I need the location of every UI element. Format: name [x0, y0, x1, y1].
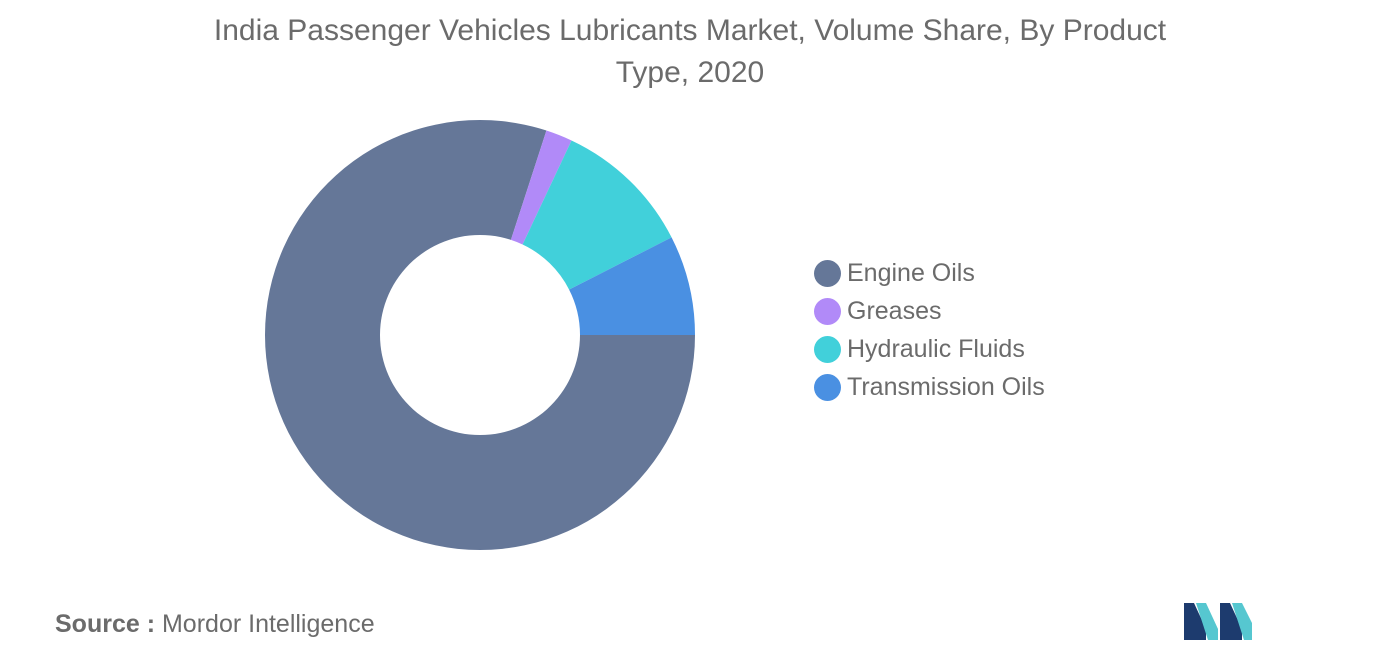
- donut-slice-transmission-oils: [569, 237, 695, 335]
- legend-item-hydraulic-fluids: Hydraulic Fluids: [814, 330, 1045, 368]
- legend-label: Hydraulic Fluids: [847, 334, 1025, 363]
- logo-stroke-2: [1196, 603, 1218, 640]
- legend-item-engine-oils: Engine Oils: [814, 254, 1045, 292]
- logo-stroke-1: [1184, 603, 1206, 640]
- logo-stroke-3: [1220, 603, 1242, 640]
- legend-swatch: [814, 335, 841, 363]
- chart-title-line-1: India Passenger Vehicles Lubricants Mark…: [213, 14, 1167, 47]
- mordor-intelligence-logo-icon: [1184, 603, 1252, 640]
- legend-label: Greases: [847, 296, 942, 325]
- source-text: Mordor Intelligence: [161, 610, 375, 638]
- logo-stroke-4: [1232, 603, 1252, 640]
- source-note: Source : Mordor Intelligence: [55, 610, 375, 639]
- legend-swatch: [814, 259, 841, 287]
- chart-title-line-2: Type, 2020: [615, 56, 765, 89]
- legend-label: Engine Oils: [847, 258, 975, 287]
- legend-item-transmission-oils: Transmission Oils: [814, 368, 1045, 406]
- legend-swatch: [814, 297, 841, 325]
- legend-item-greases: Greases: [814, 292, 1045, 330]
- legend-swatch: [814, 373, 841, 401]
- donut-slice-hydraulic-fluids: [522, 140, 672, 290]
- legend-label: Transmission Oils: [847, 372, 1045, 401]
- chart-legend: Engine Oils Greases Hydraulic Fluids Transm…: [814, 254, 1045, 406]
- chart-title: India Passenger Vehicles Lubricants Mark…: [0, 10, 1376, 94]
- donut-slice-engine-oils: [265, 119, 695, 550]
- donut-slice-greases: [510, 130, 572, 245]
- source-prefix: Source :: [55, 610, 156, 638]
